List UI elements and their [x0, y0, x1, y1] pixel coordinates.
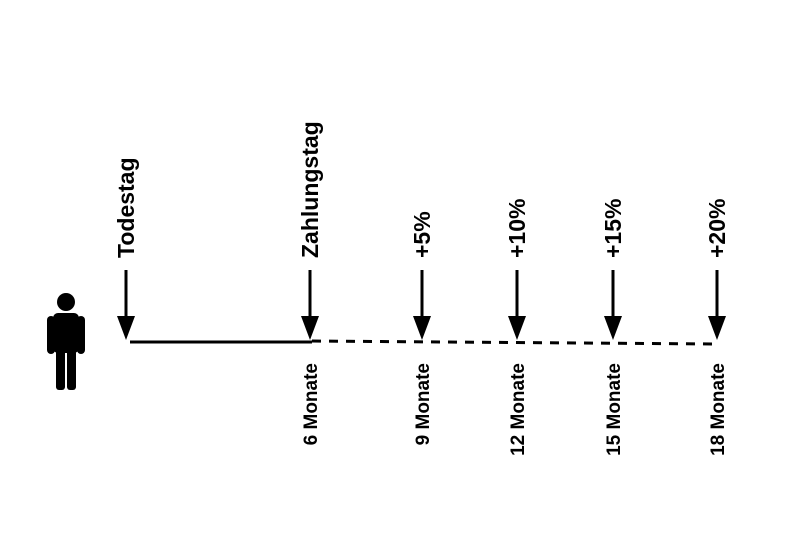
milestone-label: Zahlungstag: [297, 121, 323, 258]
arrow-head: [604, 316, 622, 340]
milestone-label: +20%: [704, 199, 730, 258]
person-icon: [47, 293, 85, 390]
milestone-label: Todestag: [113, 157, 139, 258]
milestone-label: +15%: [600, 199, 626, 258]
arrow-head: [413, 316, 431, 340]
dashed-timeline: [311, 339, 718, 346]
arrow-head: [301, 316, 319, 340]
arrow-head: [508, 316, 526, 340]
milestone-label: +10%: [504, 199, 530, 258]
arrow-head: [117, 316, 135, 340]
period-label: 9 Monate: [413, 363, 434, 445]
period-label: 15 Monate: [604, 363, 625, 456]
period-label: 6 Monate: [301, 363, 322, 445]
milestone-label: +5%: [409, 211, 435, 258]
period-label: 12 Monate: [508, 363, 529, 456]
arrow-head: [708, 316, 726, 340]
period-label: 18 Monate: [708, 363, 729, 456]
